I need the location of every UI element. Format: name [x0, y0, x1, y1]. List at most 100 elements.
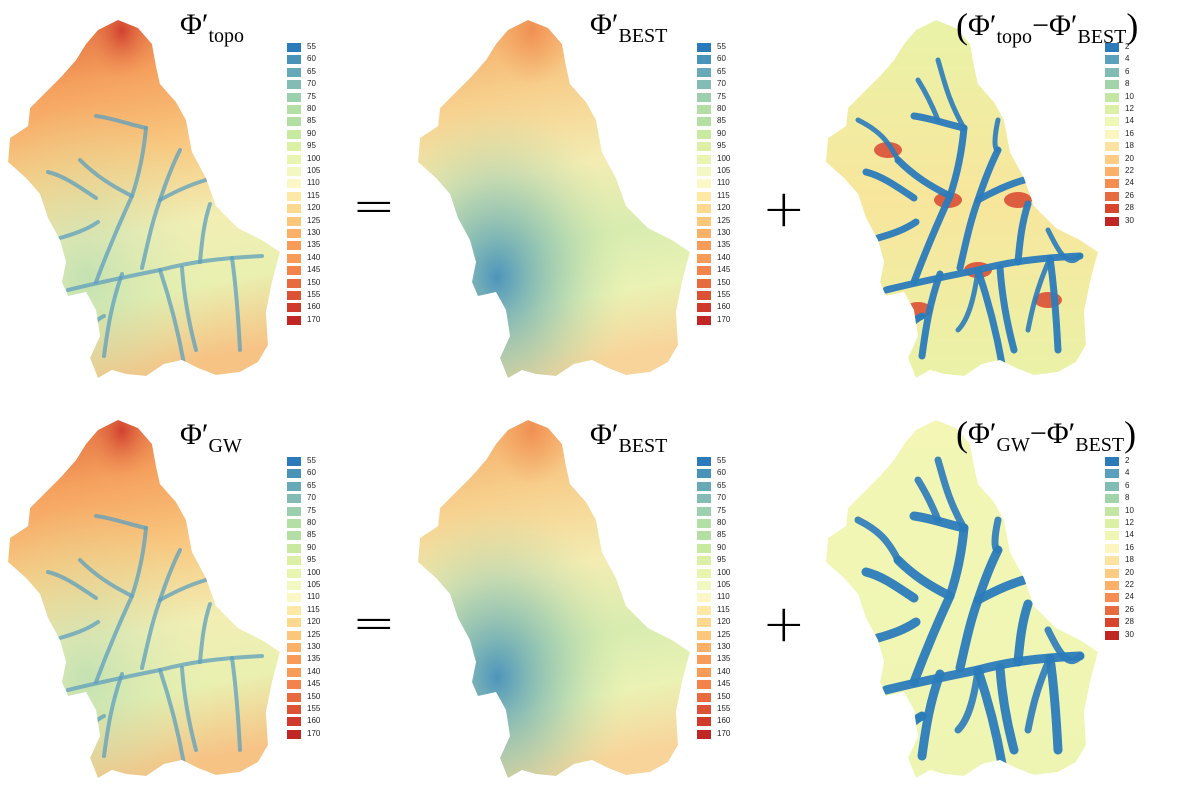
legend-swatch	[287, 216, 301, 226]
legend-label: 145	[307, 265, 321, 275]
legend-swatch	[287, 117, 301, 127]
map-best-top	[418, 20, 690, 378]
legend-swatch	[697, 469, 711, 479]
legend-label: 110	[717, 592, 730, 602]
legend-label: 130	[717, 228, 731, 237]
legend-swatch	[287, 692, 301, 702]
legend-label: 105	[717, 166, 731, 175]
legend-swatch	[697, 43, 711, 52]
legend-label: 100	[307, 153, 321, 163]
legend-swatch	[287, 556, 301, 566]
legend-label: 70	[717, 79, 726, 89]
legend-swatch	[287, 593, 301, 603]
legend-label: 120	[717, 203, 731, 213]
legend-swatch	[287, 630, 301, 640]
map-panel-gw: Φ′GW 55 60 65 70 75 80 85 90 95 100 105 110 115 120 12…	[0, 400, 340, 800]
legend-swatch	[1105, 581, 1119, 590]
panel-title-best-top: Φ′BEST	[590, 8, 668, 47]
legend-swatch	[1105, 506, 1119, 516]
legend-swatch	[697, 129, 711, 139]
legend-label: 135	[307, 240, 321, 250]
map-panel-best-top: Φ′BEST 55 60 65 70 75 80 85 90 95 100 105 110 115 120…	[410, 0, 740, 400]
legend-swatch	[287, 253, 301, 263]
legend-label: 90	[717, 542, 726, 552]
legend-swatch	[1105, 154, 1119, 164]
legend-swatch	[1105, 142, 1119, 152]
legend-label: 22	[1125, 166, 1134, 175]
plus-operator-top: +	[762, 179, 806, 239]
title-subscript-2: BEST	[1075, 434, 1125, 456]
legend-swatch	[697, 191, 711, 201]
legend-label: 60	[307, 54, 316, 64]
map-topo	[8, 20, 280, 378]
legend-label: 125	[717, 215, 731, 225]
legend-label: 125	[307, 629, 321, 639]
legend-label: 55	[307, 456, 316, 465]
map-panel-topo: Φ′topo 55 60 65 70 75 80 85 90 95 100 105 110 115 120…	[0, 0, 340, 400]
legend-label: 130	[717, 642, 731, 651]
legend-label: 140	[307, 252, 321, 262]
legend-swatch	[1105, 531, 1119, 541]
legend-swatch	[697, 729, 711, 739]
panel-title-gw: Φ′GW	[180, 420, 242, 457]
legend-swatch	[287, 204, 301, 214]
title-subscript: topo	[996, 26, 1033, 48]
legend-label: 55	[717, 456, 726, 465]
legend-swatch	[1105, 457, 1119, 466]
legend-swatch	[287, 241, 301, 251]
legend-swatch	[697, 154, 711, 164]
legend-label: 18	[1125, 555, 1134, 565]
legend-label: 95	[717, 141, 726, 151]
legend-label: 120	[717, 617, 731, 627]
legend-swatch	[697, 167, 711, 176]
legend-label: 14	[1125, 116, 1134, 126]
legend-label: 145	[717, 679, 731, 689]
legend-label: 95	[717, 555, 726, 565]
legend-swatch	[287, 605, 301, 615]
legend-swatch	[287, 43, 301, 52]
legend-label: 2	[1125, 456, 1130, 465]
legend-swatch	[697, 531, 711, 541]
legend-label: 28	[1125, 617, 1134, 627]
legend-label: 135	[717, 240, 731, 250]
legend-label: 135	[717, 654, 731, 664]
legend-swatch	[697, 266, 711, 276]
legend-swatch	[697, 568, 711, 578]
legend-swatch	[697, 692, 711, 702]
legend-label: 65	[307, 66, 316, 76]
legend-swatch	[287, 667, 301, 677]
legend-label: 26	[1125, 190, 1134, 200]
legend-swatch	[287, 469, 301, 479]
legend-label: 4	[1125, 468, 1130, 478]
legend-swatch	[287, 278, 301, 288]
legend-label: 115	[307, 604, 320, 614]
legend-swatch	[1105, 605, 1119, 615]
legend-label: 85	[717, 116, 726, 126]
legend-label: 90	[717, 128, 726, 138]
open-paren: (	[956, 414, 968, 454]
legend-swatch	[287, 717, 301, 727]
legend-swatch	[287, 729, 301, 739]
legend-swatch	[287, 519, 301, 528]
map-panel-diff-gw: (Φ′GW−Φ′BEST) 2 4 6 8 10 12 14 16 18 20 22 24 26 28 30	[818, 400, 1190, 800]
legend-swatch	[697, 216, 711, 226]
legend-swatch	[697, 315, 711, 325]
title-subscript: BEST	[618, 25, 668, 47]
close-paren: )	[1126, 6, 1139, 46]
legend-swatch	[697, 229, 711, 238]
legend-label: 80	[717, 518, 726, 527]
map-diff-topo	[826, 20, 1098, 378]
legend-swatch	[697, 105, 711, 114]
legend-label: 90	[307, 128, 316, 138]
legend-swatch	[697, 630, 711, 640]
legend-label: 6	[1125, 480, 1130, 490]
legend-label: 65	[717, 66, 726, 76]
title-subscript-2: BEST	[1077, 26, 1127, 48]
legend-swatch	[1105, 167, 1119, 176]
legend-label: 110	[307, 592, 320, 602]
legend-label: 2	[1125, 42, 1130, 51]
legend-label: 30	[1125, 629, 1134, 639]
legend-label: 80	[717, 104, 726, 113]
title-symbol: Φ′	[590, 8, 619, 41]
title-subscript: GW	[208, 435, 242, 457]
